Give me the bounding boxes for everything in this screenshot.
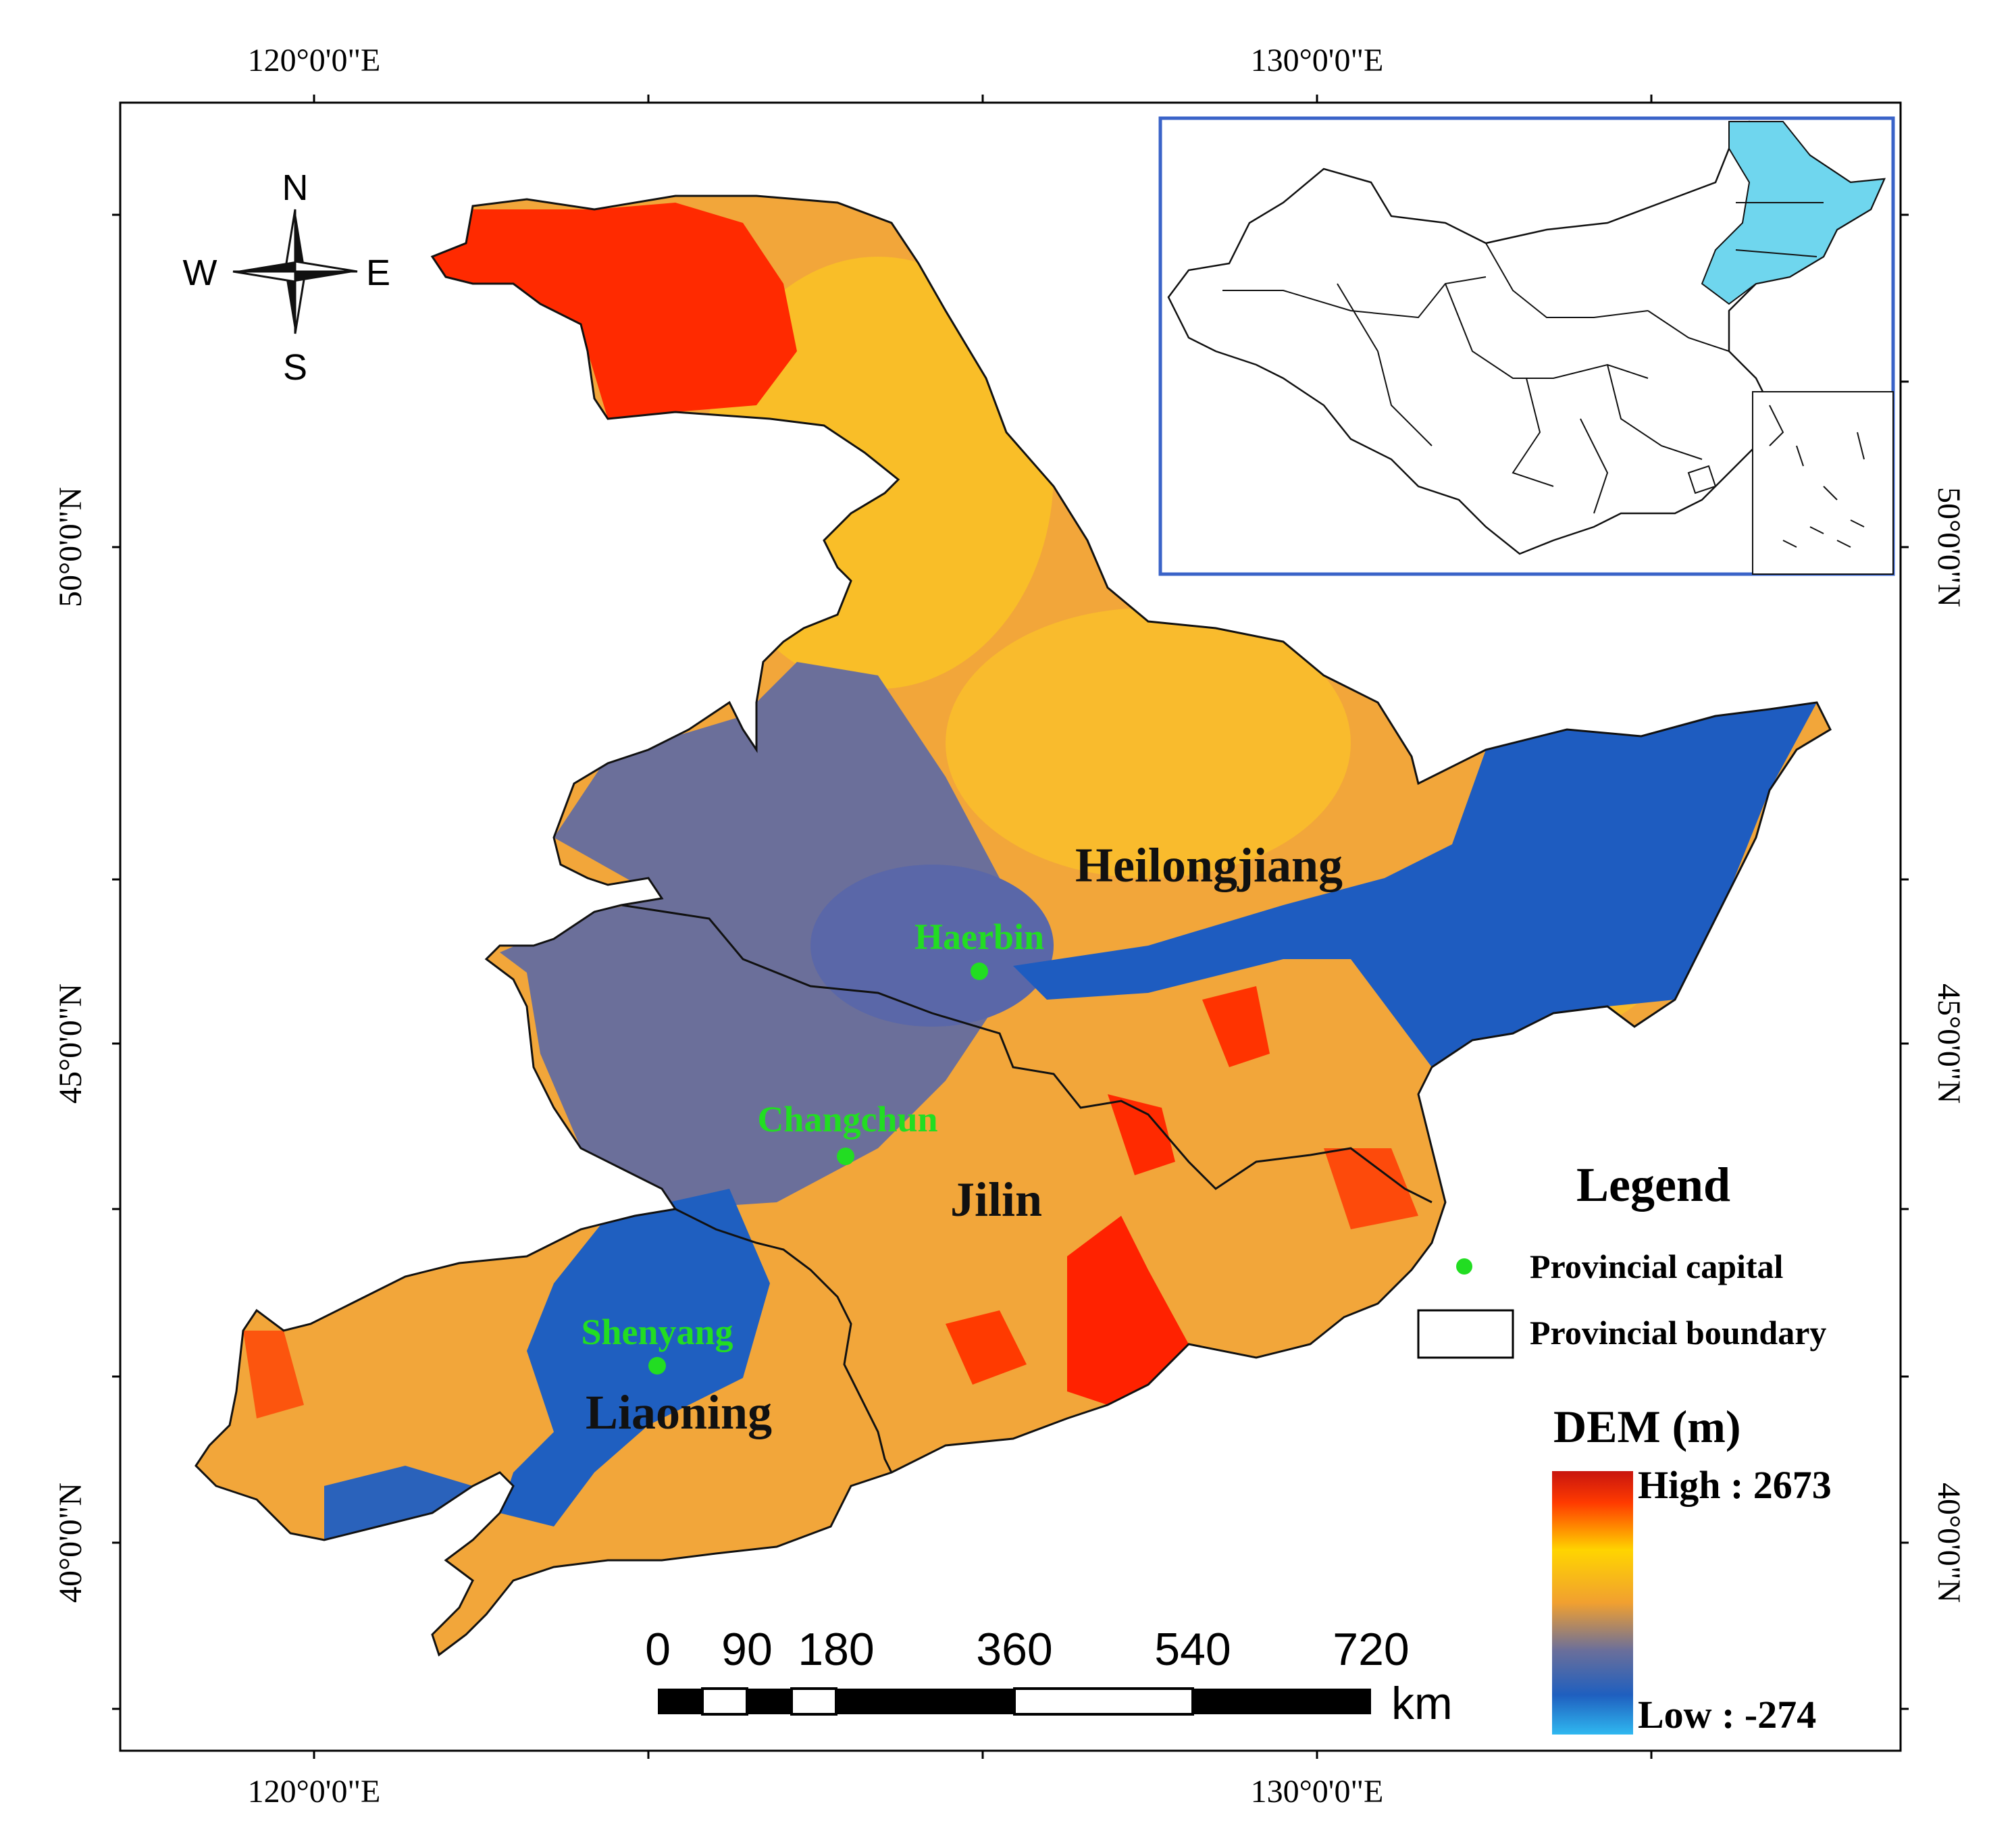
top-lon-label-130: 130°0'0"E xyxy=(1251,43,1384,78)
province-label-liaoning: Liaoning xyxy=(586,1385,772,1439)
scale-tick-540: 540 xyxy=(1154,1624,1231,1675)
capital-label-shenyang: Shenyang xyxy=(581,1312,733,1352)
capital-marker-haerbin xyxy=(971,962,988,980)
legend-boundary-swatch xyxy=(1417,1309,1514,1359)
capital-marker-changchun xyxy=(837,1148,854,1165)
right-lat-label-40: 40°0'0"N xyxy=(1931,1483,1967,1603)
scale-unit: km xyxy=(1391,1678,1453,1729)
left-lat-label-50: 50°0'0"N xyxy=(53,487,88,607)
dem-low-label: Low : -274 xyxy=(1638,1693,1816,1737)
legend: Legend Provincial capital Provincial bou… xyxy=(1417,1158,1832,1737)
left-lat-label-40: 40°0'0"N xyxy=(53,1483,88,1603)
scale-tick-0: 0 xyxy=(645,1624,671,1675)
dem-legend-title: DEM (m) xyxy=(1553,1401,1741,1452)
capital-label-changchun: Changchun xyxy=(757,1099,937,1139)
capital-label-haerbin: Haerbin xyxy=(914,917,1044,957)
scale-bar: 0 90 180 360 540 720 km xyxy=(645,1624,1453,1729)
right-lat-label-45: 45°0'0"N xyxy=(1931,983,1967,1104)
north-arrow-icon: N S W E xyxy=(183,168,391,388)
scale-tick-180: 180 xyxy=(798,1624,874,1675)
province-label-jilin: Jilin xyxy=(950,1173,1042,1227)
boundary-jilin-liaoning xyxy=(675,1208,893,1473)
inset-south-sea-box xyxy=(1752,391,1894,575)
scale-tick-360: 360 xyxy=(976,1624,1052,1675)
compass-n-label: N xyxy=(282,168,309,208)
legend-item-capital: Provincial capital xyxy=(1530,1248,1784,1285)
top-lon-label-120: 120°0'0"E xyxy=(248,43,381,78)
bottom-lon-label-130: 130°0'0"E xyxy=(1251,1774,1384,1810)
bottom-lon-label-120: 120°0'0"E xyxy=(248,1774,381,1810)
compass-s-label: S xyxy=(283,347,307,388)
left-lat-label-45: 45°0'0"N xyxy=(53,983,88,1104)
dem-color-ramp xyxy=(1552,1471,1633,1735)
scale-tick-720: 720 xyxy=(1333,1624,1409,1675)
legend-item-boundary: Provincial boundary xyxy=(1530,1314,1826,1352)
right-lat-label-50: 50°0'0"N xyxy=(1931,487,1967,607)
legend-title: Legend xyxy=(1576,1158,1730,1212)
compass-e-label: E xyxy=(366,253,390,293)
inset-northeast-highlight xyxy=(1701,121,1886,305)
capital-marker-shenyang xyxy=(648,1357,666,1375)
boundary-heilongjiang-jilin xyxy=(621,904,1433,1204)
inset-china-map xyxy=(1158,116,1895,576)
dem-high-label: High : 2673 xyxy=(1638,1463,1832,1507)
legend-capital-dot xyxy=(1456,1258,1472,1275)
compass-w-label: W xyxy=(183,253,217,293)
scale-tick-90: 90 xyxy=(721,1624,773,1675)
frame-ticks xyxy=(112,95,1909,1759)
province-label-heilongjiang: Heilongjiang xyxy=(1075,838,1343,892)
